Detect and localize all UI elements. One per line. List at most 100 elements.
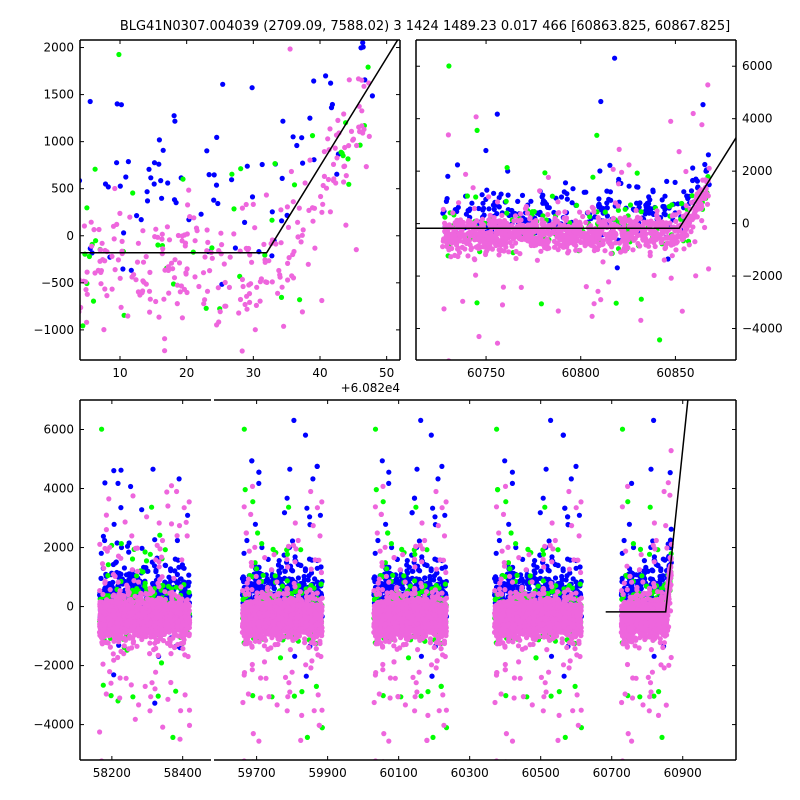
data-point	[183, 519, 189, 525]
data-point	[173, 200, 179, 206]
data-point	[486, 206, 492, 212]
data-point	[174, 533, 180, 539]
data-point	[468, 246, 474, 253]
data-point	[538, 248, 544, 254]
data-point	[105, 572, 111, 579]
data-point	[615, 207, 622, 213]
data-point	[138, 597, 144, 604]
data-point	[168, 679, 174, 686]
data-point	[686, 242, 692, 248]
data-point	[454, 162, 461, 168]
data-point	[256, 469, 262, 475]
data-point	[216, 319, 222, 325]
data-point	[689, 193, 695, 199]
data-point	[105, 640, 111, 646]
data-point	[648, 229, 654, 235]
data-point	[290, 134, 296, 140]
data-point	[437, 576, 443, 582]
data-point	[472, 257, 478, 263]
data-point	[152, 686, 158, 692]
data-point	[269, 253, 275, 259]
y-tick-label: 2000	[742, 164, 773, 178]
data-point	[111, 521, 117, 527]
data-point	[121, 595, 127, 601]
data-point	[269, 279, 275, 285]
data-point	[481, 392, 486, 397]
data-point	[148, 765, 153, 770]
data-point	[121, 600, 127, 607]
data-point	[386, 480, 392, 486]
y-tick-label: 500	[51, 182, 74, 196]
data-point	[102, 258, 108, 264]
data-point	[83, 287, 89, 293]
data-point	[162, 589, 168, 595]
data-point	[127, 214, 133, 220]
data-point	[518, 211, 524, 217]
data-point	[106, 607, 112, 613]
data-point	[504, 210, 510, 216]
data-point	[115, 628, 121, 634]
data-point	[130, 190, 136, 196]
data-point	[702, 177, 708, 183]
data-point	[450, 210, 456, 216]
data-point	[74, 331, 79, 336]
data-point	[134, 568, 141, 574]
data-point	[186, 187, 192, 193]
data-point	[134, 213, 140, 219]
data-point	[626, 162, 632, 168]
data-point	[186, 572, 192, 578]
data-point	[114, 160, 120, 166]
data-point	[118, 467, 124, 473]
data-point	[84, 205, 90, 211]
data-point	[350, 136, 357, 142]
data-point	[607, 218, 613, 224]
data-point	[114, 101, 120, 107]
data-point	[383, 521, 389, 527]
data-point	[117, 675, 123, 681]
data-point	[225, 360, 230, 365]
data-point	[609, 235, 615, 241]
data-point	[661, 257, 667, 263]
data-point	[287, 466, 293, 472]
data-point	[666, 203, 672, 210]
data-point	[307, 514, 313, 520]
data-point	[214, 134, 220, 140]
data-point	[311, 157, 317, 163]
data-point	[300, 160, 306, 166]
data-point	[327, 126, 333, 132]
data-point	[182, 243, 188, 249]
data-point	[484, 234, 490, 240]
data-point	[128, 483, 134, 490]
data-point	[542, 199, 548, 205]
data-point	[486, 217, 492, 223]
data-point	[125, 159, 131, 165]
data-point	[297, 297, 303, 303]
data-point	[662, 193, 668, 199]
data-point	[681, 189, 687, 195]
data-point	[497, 218, 503, 224]
data-point	[151, 160, 158, 166]
data-point	[183, 602, 189, 608]
data-point	[455, 204, 461, 210]
data-point	[557, 234, 563, 240]
data-point	[243, 201, 249, 208]
data-point	[181, 565, 187, 571]
data-point	[291, 417, 297, 423]
data-point	[147, 269, 153, 275]
data-point	[134, 604, 140, 610]
data-point	[99, 758, 104, 760]
data-point	[186, 499, 192, 505]
data-point	[279, 175, 285, 181]
data-point	[439, 463, 445, 469]
data-point	[298, 239, 304, 245]
data-point	[469, 200, 475, 206]
data-point	[702, 161, 708, 168]
data-point	[626, 183, 632, 189]
data-point	[124, 543, 131, 549]
data-point	[138, 217, 144, 223]
data-point	[487, 240, 494, 246]
data-point	[244, 306, 250, 312]
data-point	[178, 283, 184, 289]
data-point	[307, 115, 313, 121]
data-point	[100, 682, 106, 688]
